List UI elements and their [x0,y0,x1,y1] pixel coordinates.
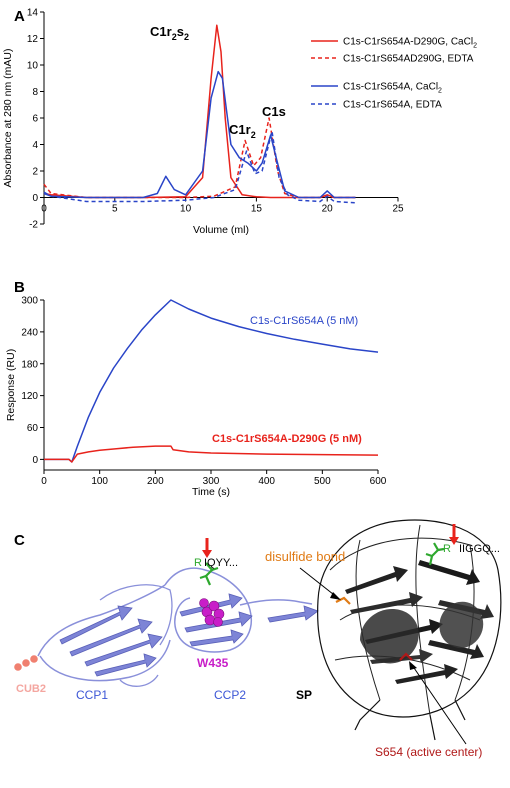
x-tick-label: 0 [41,476,47,487]
disulfide-pointer-head [330,592,341,600]
legend-label-text: C1s-C1rS654A-D290G, CaCl [343,37,473,48]
y-tick-label: 60 [27,423,39,434]
disulfide-label: disulfide bond [265,549,345,564]
series-line-1 [44,445,379,463]
y-tick-label: 12 [27,34,39,45]
sequence-right: IIGGQ... [459,543,500,555]
panel-b-letter: B [14,279,25,296]
y-tick-label: 8 [32,87,38,98]
y-tick-label: 4 [32,140,38,151]
w435-label: W435 [197,656,229,670]
x-tick-label: 0 [41,204,47,215]
protein-structure: R IQYY... R I [14,519,502,759]
curve-label-blue: C1s-C1rS654A (5 nM) [250,315,358,327]
arg-sidechain-left [199,562,219,586]
panel-a-letter: A [14,8,25,25]
x-tick-label: 200 [147,476,164,487]
cub2-label: CUB2 [16,683,46,695]
y-tick-label: 14 [27,8,39,19]
y-tick-label: -2 [29,220,38,231]
y-tick-label: 10 [27,61,39,72]
active-center-pointer [411,664,467,745]
y-tick-label: 0 [32,455,38,466]
sp-label: SP [296,688,312,702]
y-tick-label: 180 [21,359,38,370]
active-center-label: S654 (active center) [375,745,482,759]
ccp1-domain [37,584,173,687]
ccp2-domain [164,567,319,653]
x-tick-label: 5 [112,204,118,215]
ccp1-label: CCP1 [76,688,108,702]
peak-label-c1r2s2: C1r2s2 [150,24,189,42]
y-axis-title: Absorbance at 280 nm (mAU) [2,49,14,188]
x-tick-label: 400 [258,476,275,487]
legend-label-0: C1s-C1rS654A-D290G, CaCl2 [343,37,477,50]
x-tick-label: 500 [314,476,331,487]
y-axis-title: Response (RU) [5,349,17,421]
y-tick-label: 120 [21,391,38,402]
x-axis-title: Volume (ml) [193,224,249,236]
x-tick-label: 25 [392,204,404,215]
series-line-3 [43,130,356,204]
sequence-left: IQYY... [204,557,238,569]
x-axis-title: Time (s) [192,486,230,498]
x-tick-label: 15 [251,204,263,215]
peak-label-c1r2: C1r2 [229,122,256,140]
arg-label-right: R [443,543,451,555]
cub2-dots [14,655,38,671]
disulfide-pointer [299,567,339,599]
legend-label-3: C1s-C1rS654A, EDTA [343,100,442,111]
y-tick-label: 6 [32,114,38,125]
binding-sensorgram-chart: 0 60 120 180 240 300 0 100 200 300 400 500 600 Time (… [5,296,387,499]
cleavage-arrowhead-right [449,537,459,545]
legend-label-text: C1s-C1rS654AD290G, EDTA [343,54,474,65]
y-tick-label: 240 [21,327,38,338]
legend-label-sub: 2 [473,43,477,50]
y-tick-label: 2 [32,167,38,178]
series-line-1 [43,117,356,199]
x-tick-label: 100 [91,476,108,487]
arg-sidechain-right [425,542,445,566]
x-tick-label: 300 [203,476,220,487]
active-center-pointer-head [409,661,417,670]
legend-label-1: C1s-C1rS654AD290G, EDTA [343,54,474,65]
legend-label-text: C1s-C1rS654A, CaCl [343,82,438,93]
sp-domain [317,519,502,741]
legend-label-text: C1s-C1rS654A, EDTA [343,100,442,111]
cleavage-arrowhead-left [202,550,212,558]
ccp2-label: CCP2 [214,688,246,702]
x-tick-label: 600 [370,476,387,487]
s654-stick [399,652,413,661]
y-tick-label: 300 [21,296,38,307]
chromatogram-legend: C1s-C1rS654A-D290G, CaCl2C1s-C1rS654AD29… [311,37,477,111]
x-tick-label: 20 [322,204,334,215]
panel-c-letter: C [14,532,25,549]
x-tick-label: 10 [180,204,192,215]
arg-label-left: R [194,557,202,569]
curve-label-red: C1s-C1rS654A-D290G (5 nM) [212,433,362,445]
w435-spheres [199,598,225,627]
series-line-2 [43,70,356,199]
legend-label-2: C1s-C1rS654A, CaCl2 [343,82,442,95]
disulfide-sticks [335,596,351,605]
series-line-0 [44,299,379,463]
legend-label-sub: 2 [438,88,442,95]
peak-label-c1s: C1s [262,104,286,119]
series-line-0 [43,24,356,199]
y-tick-label: 0 [32,193,38,204]
